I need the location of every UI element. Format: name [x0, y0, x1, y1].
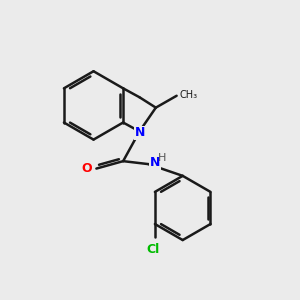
- Text: N: N: [135, 126, 145, 140]
- Text: CH₃: CH₃: [179, 90, 197, 100]
- Text: O: O: [81, 162, 92, 175]
- Text: Cl: Cl: [147, 243, 160, 256]
- Text: N: N: [150, 156, 160, 169]
- Text: H: H: [158, 153, 166, 163]
